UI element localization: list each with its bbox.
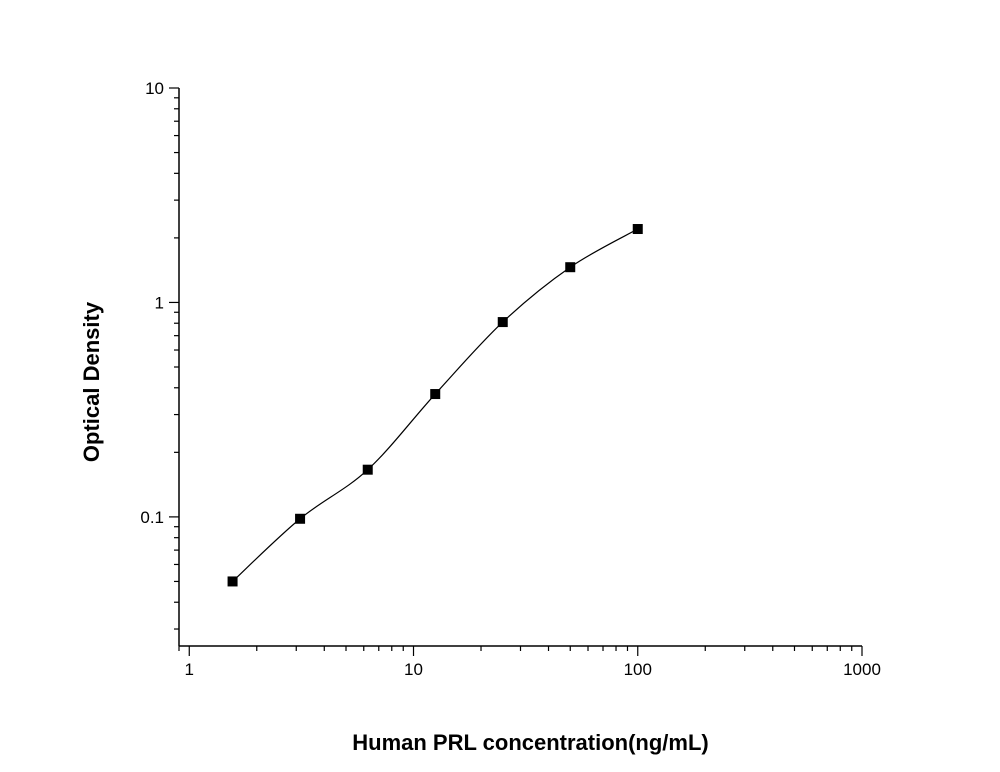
y-tick-label: 0.1 bbox=[140, 508, 164, 527]
x-tick-label: 10 bbox=[404, 660, 423, 679]
ticks: 1 10 100 1000 0.1 1 10 bbox=[140, 79, 881, 679]
data-point bbox=[497, 317, 508, 328]
y-axis-title: Optical Density bbox=[79, 301, 104, 462]
x-tick-label: 1 bbox=[185, 660, 194, 679]
x-tick-label: 1000 bbox=[843, 660, 881, 679]
y-tick-label: 10 bbox=[145, 79, 164, 98]
data-point bbox=[227, 576, 238, 587]
data-point bbox=[430, 389, 441, 400]
fit-curve bbox=[232, 228, 639, 582]
axes bbox=[178, 88, 862, 647]
x-tick-label: 100 bbox=[624, 660, 652, 679]
fit-curve-group bbox=[232, 228, 639, 582]
data-point bbox=[632, 224, 643, 235]
data-point bbox=[295, 513, 306, 524]
data-points bbox=[227, 224, 643, 587]
x-axis-title: Human PRL concentration(ng/mL) bbox=[352, 730, 709, 755]
y-tick-label: 1 bbox=[155, 293, 164, 312]
data-point bbox=[362, 464, 373, 475]
data-point bbox=[565, 262, 576, 273]
